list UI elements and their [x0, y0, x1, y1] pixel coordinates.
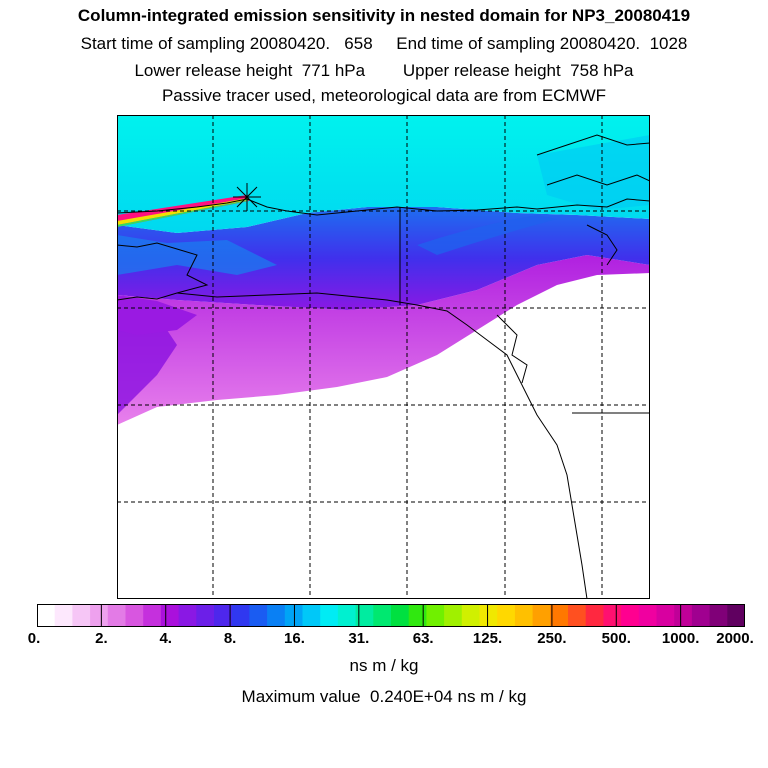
colorbar-cell	[638, 604, 657, 627]
colorbar-cell	[497, 604, 516, 627]
colorbar-cell	[178, 604, 197, 627]
max-value: 0.240E+04	[370, 687, 453, 706]
lower-label: Lower release height	[134, 61, 293, 80]
upper-label: Upper release height	[402, 61, 561, 80]
colorbar-cell	[514, 604, 534, 627]
colorbar-tick-label: 125.	[472, 630, 503, 647]
colorbar-cell	[585, 604, 604, 627]
release-point-icon	[233, 183, 261, 211]
sampling-times: Start time of sampling 20080420. 658 End…	[0, 34, 768, 54]
release-heights: Lower release height 771 hPa Upper relea…	[0, 61, 768, 81]
max-unit: ns m / kg	[457, 687, 527, 706]
lat-lon-grid	[117, 115, 650, 599]
low-sensitivity-region	[117, 255, 650, 425]
colorbar-cell	[37, 604, 56, 627]
colorbar-tick-label: 4.	[159, 630, 172, 647]
colorbar-cell	[90, 604, 109, 627]
colorbar-cell	[727, 604, 745, 627]
plot-title: Column-integrated emission sensitivity i…	[77, 6, 691, 25]
start-value: 20080420. 658	[249, 34, 373, 53]
colorbar-cell	[355, 604, 374, 627]
colorbar-tick-label: 2000.	[716, 630, 754, 647]
colorbar-cell	[444, 604, 463, 627]
colorbar-cell	[320, 604, 339, 627]
upper-value: 758 hPa	[570, 61, 634, 80]
colorbar-cell	[373, 604, 392, 627]
start-label: Start time of sampling	[80, 34, 246, 53]
colorbar-cell	[461, 604, 480, 627]
colorbar-tick-label: 2.	[95, 630, 108, 647]
colorbar-cell	[691, 604, 711, 627]
colorbar-tick-label: 250.	[537, 630, 567, 647]
colorbar-tick-label: 500.	[601, 630, 631, 647]
colorbar-cell	[621, 604, 640, 627]
colorbar-cell	[284, 604, 303, 627]
colorbar-cell	[550, 604, 569, 627]
high-sensitivity-region	[117, 115, 650, 233]
colorbar-cell	[107, 604, 126, 627]
colorbar-cell	[709, 604, 728, 627]
colorbar-tick-label: 31.	[348, 630, 370, 647]
sensitivity-map	[117, 115, 650, 599]
end-label: End time of sampling	[396, 34, 556, 53]
end-value: 20080420. 1028	[559, 34, 688, 53]
coastlines	[117, 134, 650, 599]
colorbar-cell	[408, 604, 427, 627]
colorbar-cell	[125, 604, 144, 627]
colorbar-tick-label: 1000.	[661, 630, 700, 647]
colorbar-tick-label: 16.	[284, 630, 305, 647]
colorbar-ticks: 0. 2. 4. 8. 16. 31. 63. 125. 250. 500. 1000. 2000.	[0, 630, 768, 652]
colorbar-cell	[231, 604, 250, 627]
colorbar-cell	[603, 604, 622, 627]
tracer-note: Passive tracer used, meteorological data…	[161, 86, 607, 105]
mid-sensitivity-band	[117, 207, 650, 310]
colorbar-cell	[196, 604, 215, 627]
colorbar-cell	[656, 604, 675, 627]
colorbar-cell	[54, 604, 73, 627]
colorbar-cell	[143, 604, 162, 627]
max-label: Maximum value	[241, 687, 361, 706]
colorbar-cell	[532, 604, 551, 627]
colorbar-cell	[337, 604, 357, 627]
colorbar-tick-label: 0.	[27, 630, 41, 647]
colorbar-cell	[249, 604, 268, 627]
colorbar	[37, 604, 745, 627]
colorbar-cell	[674, 604, 693, 627]
colorbar-cell	[72, 604, 91, 627]
colorbar-cell	[568, 604, 587, 627]
maximum-value: Maximum value 0.240E+04 ns m / kg	[0, 687, 768, 707]
colorbar-cell	[391, 604, 410, 627]
colorbar-tick-label: 63.	[412, 630, 434, 647]
colorbar-cell	[302, 604, 321, 627]
colorbar-cell	[267, 604, 286, 627]
colorbar-cell	[160, 604, 180, 627]
colorbar-unit: ns m / kg	[349, 656, 419, 675]
colorbar-cell	[426, 604, 445, 627]
colorbar-tick-label: 8.	[223, 630, 237, 647]
colorbar-cell	[479, 604, 498, 627]
lower-value: 771 hPa	[301, 61, 366, 80]
colorbar-cell	[214, 604, 233, 627]
